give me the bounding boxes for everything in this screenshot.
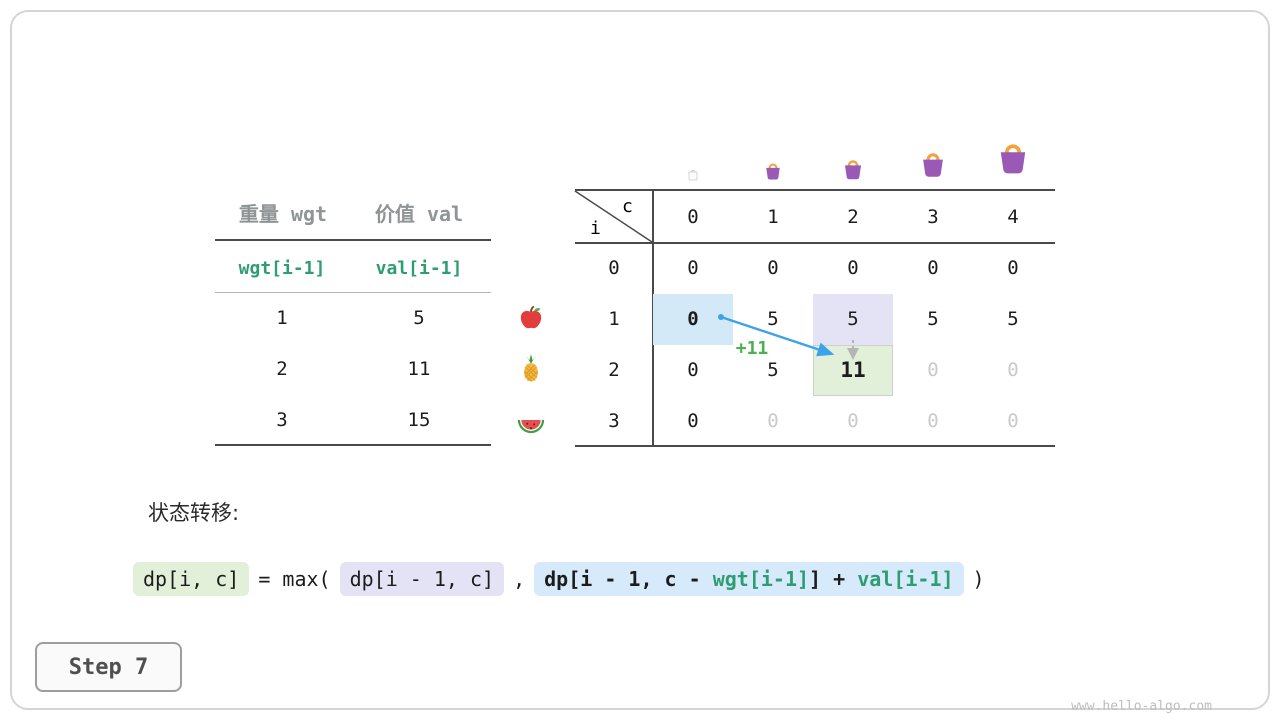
dp-cell-0-0: 0 [687,257,699,279]
plus-value-label: +11 [735,338,769,359]
dp-cell-2-1: 5 [767,359,779,381]
wgt-table-header-divider [215,239,491,241]
dp-cell-3-1: 0 [767,410,779,432]
wgt-value-row2: 2 [276,358,288,380]
watermark: www.hello-algo.com [1071,699,1212,714]
watermelon-icon [517,420,545,434]
corner-col-var: c [622,196,633,217]
bag-icon-large [923,153,943,177]
dp-row-header-2: 2 [608,359,620,381]
val-column-header: 价值 val [374,202,464,226]
dp-table-bottom-line [575,445,1055,447]
wgt-table-bottom-divider [215,444,491,446]
dp-row-header-3: 3 [608,410,620,432]
step-label: Step 7 [68,654,149,680]
formula-option1-chip: dp[i - 1, c] [339,562,505,596]
val-value-row2: 11 [407,358,431,380]
formula-close-paren: ) [972,567,985,591]
step-badge: Step 7 [35,642,182,692]
transition-section-label: 状态转移: [148,501,240,525]
apple-icon [520,305,542,329]
dp-cell-1-0: 0 [687,308,699,330]
formula-option2-mid: ] + [809,567,858,591]
dp-col-header-0: 0 [687,206,699,228]
formula-option2-chip: dp[i - 1, c - wgt[i-1]] + val[i-1] [534,562,964,596]
dp-cell-3-3: 0 [927,410,939,432]
dp-cell-2-2: 11 [840,358,866,382]
dp-col-header-3: 3 [927,206,939,228]
dp-table-header-line [575,242,1055,244]
dp-cell-2-0: 0 [687,359,699,381]
transition-formula: dp[i, c] = max( dp[i - 1, c] , dp[i - 1,… [133,562,994,596]
dp-table-top-line [575,189,1055,191]
formula-option2-val: val[i-1] [857,567,954,591]
dp-col-header-2: 2 [847,206,859,228]
dp-cell-3-0: 0 [687,410,699,432]
dp-cell-0-3: 0 [927,257,939,279]
wgt-value-row3: 3 [276,409,288,431]
val-value-row3: 15 [407,409,431,431]
dp-cell-3-2: 0 [847,410,859,432]
dp-row-header-1: 1 [608,308,620,330]
empty-bag-icon [688,169,698,181]
dp-cell-2-3: 0 [927,359,939,381]
dp-cell-0-2: 0 [847,257,859,279]
val-value-row1: 5 [413,307,425,329]
bag-icon-xlarge [1000,144,1026,174]
dp-cell-1-2: 5 [847,308,859,330]
corner-row-var: i [590,218,601,239]
dp-cell-2-4: 0 [1007,359,1019,381]
dp-col-header-1: 1 [767,206,779,228]
dp-row-header-0: 0 [608,257,620,279]
formula-max-open: = max( [258,567,331,591]
formula-option2-wgt: wgt[i-1] [712,567,810,591]
formula-option2-prefix: dp[i - 1, c - [544,567,713,591]
wgt-table-divider [215,292,491,293]
val-var-label: val[i-1] [375,258,463,279]
wgt-var-label: wgt[i-1] [238,258,326,279]
formula-comma: , [513,567,526,591]
dp-cell-0-1: 0 [767,257,779,279]
wgt-value-row1: 1 [276,307,288,329]
dp-col-header-4: 4 [1007,206,1019,228]
bag-icon-medium [844,160,862,180]
dp-cell-1-4: 5 [1007,308,1019,330]
bag-icon-small [766,163,780,180]
pineapple-icon [524,354,538,382]
wgt-column-header: 重量 wgt [238,202,328,226]
formula-lhs-chip: dp[i, c] [133,562,250,596]
dp-cell-3-4: 0 [1007,410,1019,432]
dp-cell-1-3: 5 [927,308,939,330]
dp-cell-0-4: 0 [1007,257,1019,279]
